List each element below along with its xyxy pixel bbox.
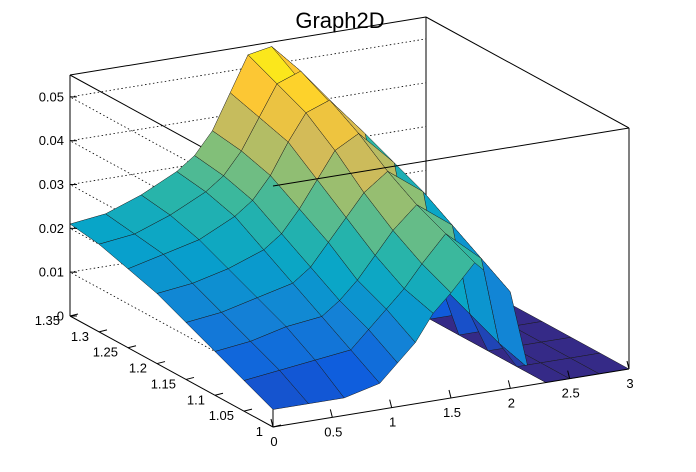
x-tick-label: 2.5 xyxy=(562,386,580,401)
y-tick-label: 1.3 xyxy=(71,329,89,344)
y-tick xyxy=(272,424,282,428)
y-tick xyxy=(243,408,253,412)
y-tick-label: 1.15 xyxy=(151,376,176,391)
x-tick xyxy=(448,389,452,399)
z-tick-label: 0.04 xyxy=(39,133,64,148)
x-tick-label: 1.5 xyxy=(443,405,461,420)
z-axis: 0 0.01 0.02 0.03 0.04 0.05 xyxy=(39,75,77,324)
chart-title: Graph2D xyxy=(295,8,384,33)
y-tick-label: 1.1 xyxy=(187,392,205,407)
z-tick-label: 0.01 xyxy=(39,265,64,280)
y-tick xyxy=(156,361,166,365)
z-tick-label: 0.05 xyxy=(39,89,64,104)
y-tick-label: 1.25 xyxy=(93,345,118,360)
y-tick-label: 1.05 xyxy=(209,408,234,423)
grid-line-left-wall xyxy=(69,96,274,209)
x-axis: 0 0.5 1 1.5 2 2.5 3 xyxy=(270,360,634,449)
x-tick-label: 0 xyxy=(270,434,277,449)
y-tick xyxy=(127,345,137,349)
y-tick-label: 1.35 xyxy=(35,313,60,328)
x-tick xyxy=(507,380,511,389)
y-tick xyxy=(98,329,108,333)
x-tick xyxy=(626,360,630,370)
y-tick-label: 1 xyxy=(256,424,263,439)
grid-line-left-wall xyxy=(69,184,274,296)
x-tick xyxy=(329,409,333,418)
box-edge xyxy=(425,16,630,129)
y-tick-label: 1.2 xyxy=(129,361,147,376)
grid-line-left-wall xyxy=(69,140,274,253)
x-tick-label: 3 xyxy=(626,376,633,391)
x-tick xyxy=(389,399,393,408)
z-tick-label: 0 xyxy=(57,309,64,324)
z-tick-label: 0.03 xyxy=(39,177,64,192)
x-tick-label: 1 xyxy=(389,415,396,430)
x-tick xyxy=(270,418,274,428)
x-tick-label: 0.5 xyxy=(324,424,342,439)
x-tick xyxy=(567,370,571,379)
z-tick-label: 0.02 xyxy=(39,221,64,236)
box-edge xyxy=(69,16,427,76)
y-axis: 1 1.05 1.1 1.15 1.2 1.25 1.3 1.35 xyxy=(35,313,282,439)
box-edge xyxy=(69,315,274,428)
y-tick xyxy=(69,313,79,317)
surface-mesh xyxy=(69,46,630,410)
grid-line-left-wall xyxy=(69,271,274,384)
x-tick-label: 2 xyxy=(508,395,515,410)
y-tick xyxy=(214,392,224,396)
box-edge xyxy=(272,127,630,187)
y-tick xyxy=(185,376,195,380)
